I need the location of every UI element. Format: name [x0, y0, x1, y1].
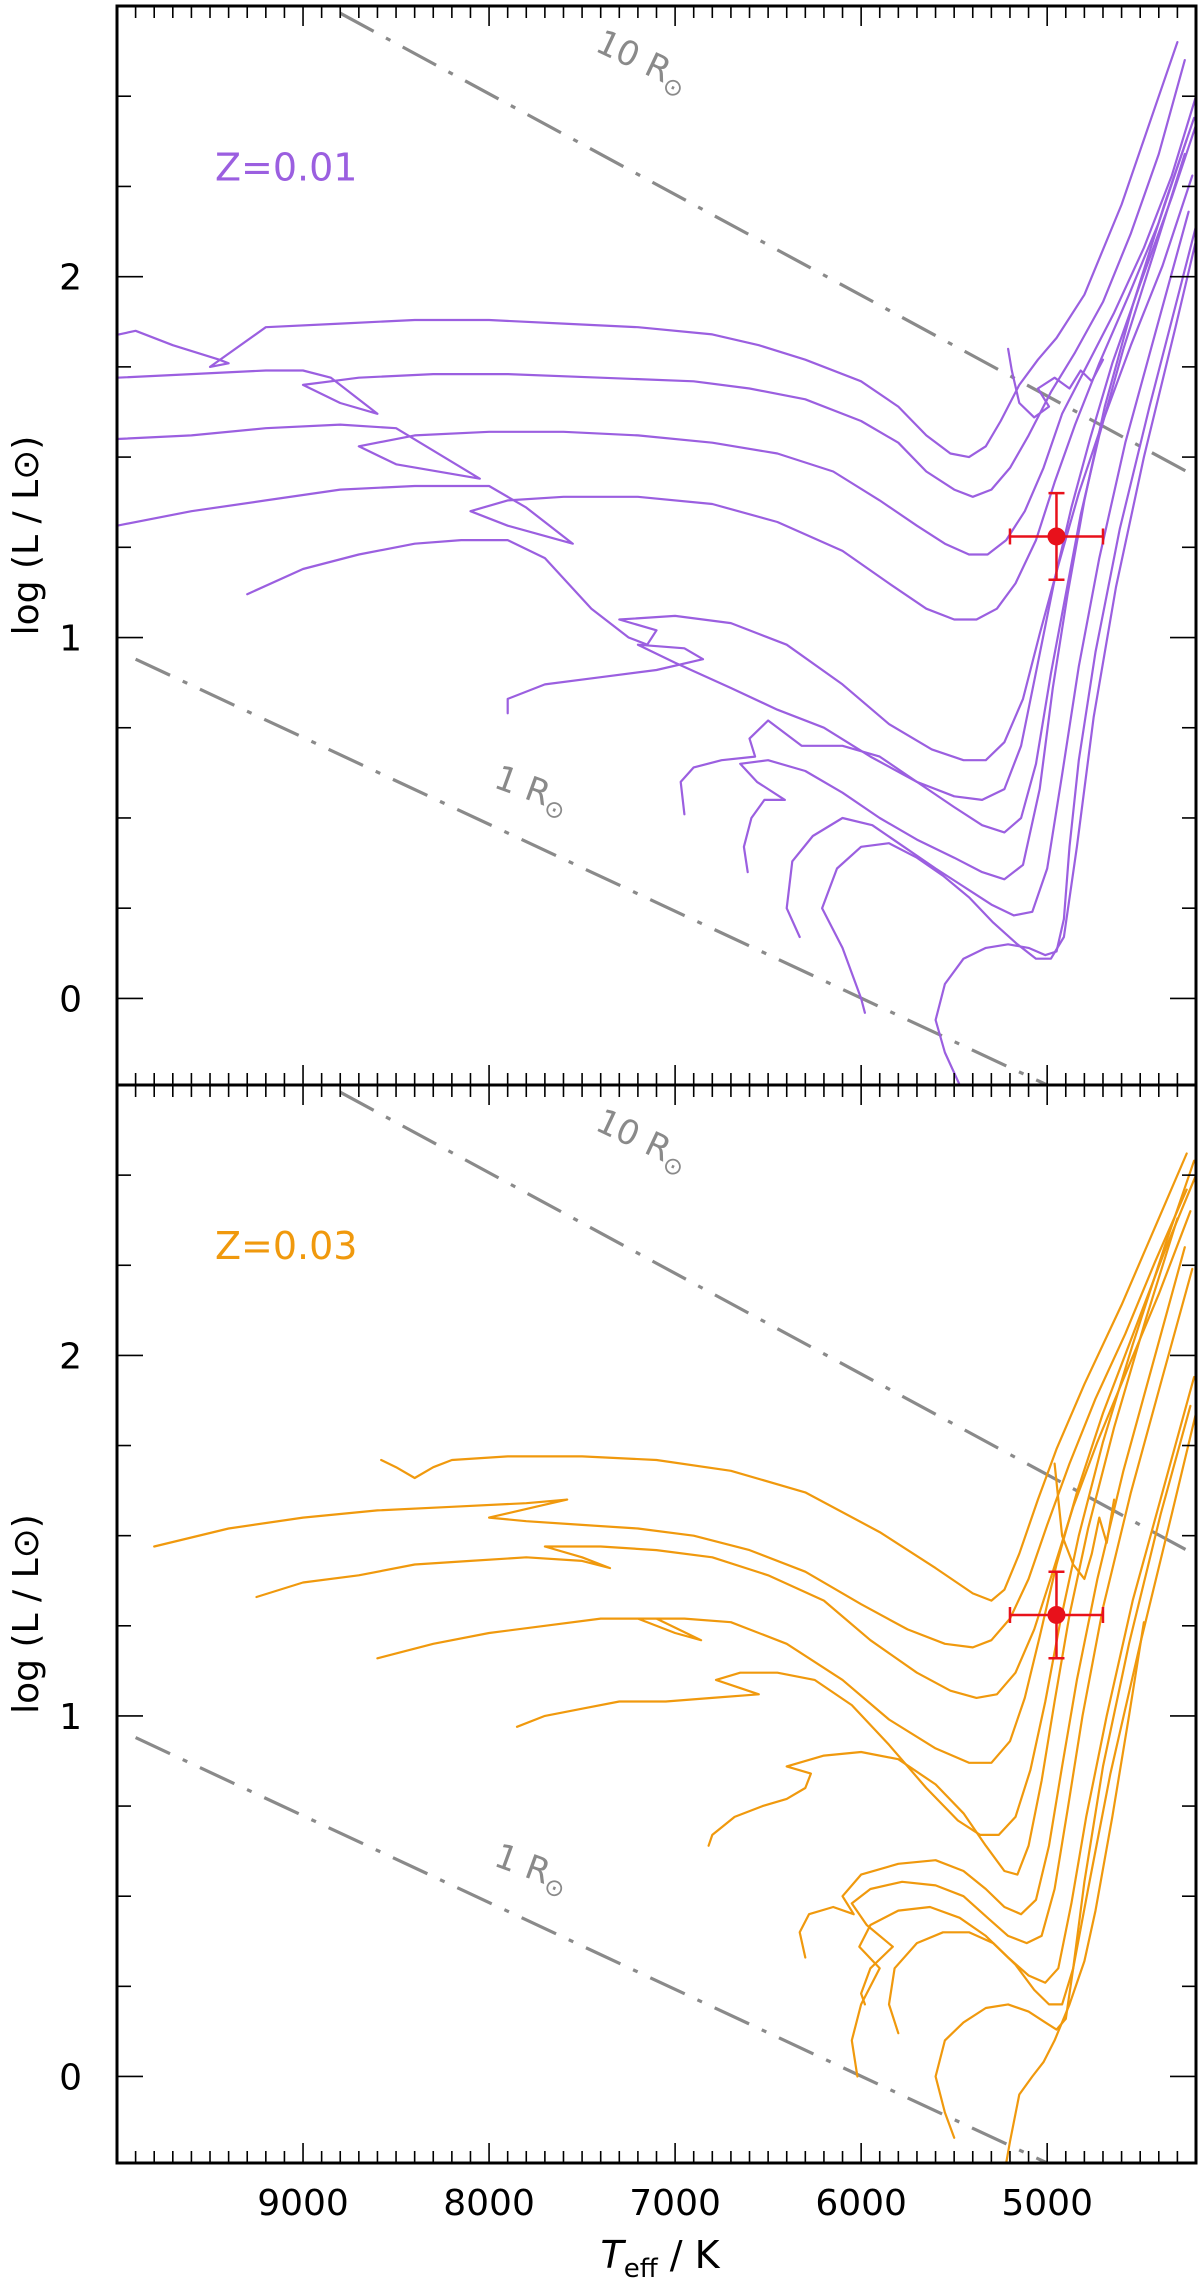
xtick-label-6000: 6000 — [815, 2183, 907, 2224]
evolution-track-top-2 — [117, 58, 1186, 498]
evolution-track-bottom-8 — [850, 1267, 1194, 2006]
star-point-bottom — [1047, 1605, 1066, 1624]
evolution-track-top-4 — [117, 138, 1188, 621]
radius-line-1-bottom — [134, 1736, 1048, 2163]
evolution-track-top-1 — [117, 40, 1179, 459]
evolution-track-top-9 — [785, 210, 1190, 939]
radius-line-1-top — [134, 657, 1048, 1085]
evolution-track-top-7 — [679, 152, 1186, 834]
xtick-label-8000: 8000 — [443, 2183, 535, 2224]
evolution-track-bottom-9 — [850, 1375, 1196, 2078]
evolution-track-bottom-12 — [1005, 1621, 1146, 2163]
evolution-track-top-3 — [117, 95, 1196, 556]
ytick-label-1-bottom: 1 — [59, 1697, 82, 1738]
radius-label-1-top: 1 R⊙ — [488, 758, 575, 826]
frame-bottom — [115, 1083, 1198, 2165]
ticks-top — [117, 5, 1197, 1085]
tracks-top — [117, 40, 1196, 1085]
evolution-track-top-6 — [506, 123, 1196, 802]
evolution-track-top-8 — [739, 116, 1196, 881]
star-marker-bottom — [1008, 1570, 1105, 1660]
evolution-track-bottom-11 — [934, 1404, 1192, 2139]
xtick-label-5000: 5000 — [1001, 2183, 1093, 2224]
ytick-label-1-top: 1 — [59, 619, 82, 660]
evolution-track-top-11 — [934, 225, 1196, 1085]
y-axis-label-bottom: log (L / L⊙) — [6, 1514, 47, 1714]
evolution-track-bottom-3 — [255, 1210, 1192, 1700]
radius-lines-top — [134, 11, 1188, 1085]
y-axis-label-top: log (L / L⊙) — [6, 436, 47, 636]
radius-line-10-bottom — [339, 1090, 1188, 1552]
ytick-label-2-top: 2 — [59, 258, 82, 299]
panel-bottom: Z=0.03 10 R⊙ 1 R⊙ 0 1 2 log (L / L⊙) 900… — [6, 1083, 1198, 2284]
xtick-label-9000: 9000 — [257, 2183, 349, 2224]
ytick-label-0-bottom: 0 — [59, 2057, 82, 2098]
evolution-track-bottom-7 — [798, 1246, 1186, 1959]
evolution-track-bottom-4 — [376, 1173, 1196, 1764]
radius-label-1-bottom: 1 R⊙ — [488, 1836, 575, 1904]
evolution-track-top-10 — [820, 239, 1196, 1014]
xtick-label-7000: 7000 — [629, 2183, 721, 2224]
star-marker-top — [1008, 491, 1105, 582]
radius-label-10-bottom: 10 R⊙ — [588, 1101, 696, 1183]
star-point-top — [1047, 527, 1066, 546]
metallicity-label-top: Z=0.01 — [215, 145, 357, 189]
evolution-track-top-12 — [1006, 347, 1105, 419]
evolution-track-bottom-6 — [707, 1217, 1179, 1876]
metallicity-label-bottom: Z=0.03 — [215, 1224, 357, 1268]
radius-lines-bottom — [134, 1090, 1188, 2163]
evolution-track-bottom-1 — [380, 1152, 1188, 1602]
ticks-bottom — [117, 1084, 1197, 2163]
evolution-track-top-5 — [246, 174, 1194, 762]
tracks-bottom — [153, 1152, 1196, 2163]
ytick-label-0-top: 0 — [59, 979, 82, 1020]
panel-top: Z=0.01 10 R⊙ 1 R⊙ 0 1 2 log (L / L⊙) — [6, 4, 1198, 1087]
radius-label-10-top: 10 R⊙ — [588, 22, 696, 104]
evolution-track-bottom-13 — [1053, 1462, 1116, 1581]
ytick-label-2-bottom: 2 — [59, 1336, 82, 1377]
radius-line-10-top — [339, 11, 1188, 473]
x-axis-label: Teff / K — [600, 2233, 720, 2282]
evolution-track-bottom-10 — [887, 1411, 1196, 2035]
